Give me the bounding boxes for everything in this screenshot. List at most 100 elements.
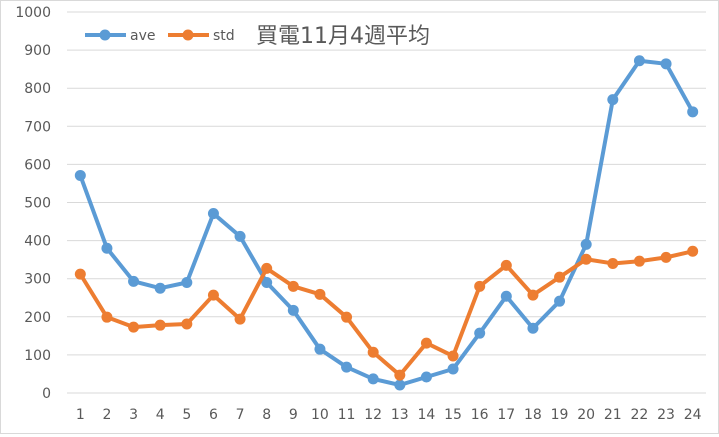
y-tick-label: 600 <box>24 157 51 173</box>
x-tick-label: 1 <box>76 407 85 423</box>
x-tick-label: 7 <box>236 407 245 423</box>
data-point-marker <box>474 280 486 292</box>
x-tick-label: 16 <box>471 407 489 423</box>
data-point-marker <box>367 373 379 385</box>
y-tick-label: 900 <box>24 43 51 59</box>
data-point-marker <box>154 319 166 331</box>
data-point-marker <box>154 282 166 294</box>
x-tick-label: 8 <box>262 407 271 423</box>
data-point-marker <box>74 169 86 181</box>
x-tick-label: 11 <box>338 407 356 423</box>
y-axis-labels: 0 100 200 300 400 500 600 700 800 900 1000 <box>15 5 51 402</box>
data-point-marker <box>314 288 326 300</box>
y-tick-label: 0 <box>42 386 51 402</box>
y-tick-label: 700 <box>24 119 51 135</box>
data-point-marker <box>687 245 699 257</box>
series-std <box>74 245 699 381</box>
data-point-marker <box>500 290 512 302</box>
data-point-marker <box>341 311 353 323</box>
data-point-marker <box>261 262 273 274</box>
legend-marker-icon <box>182 29 194 41</box>
data-point-marker <box>234 230 246 242</box>
x-tick-label: 18 <box>524 407 542 423</box>
chart-title: 買電11月4週平均 <box>256 24 430 49</box>
series-lines <box>74 55 699 391</box>
x-tick-label: 3 <box>129 407 138 423</box>
legend: ave std <box>85 28 235 44</box>
legend-marker-icon <box>99 29 111 41</box>
y-tick-label: 800 <box>24 81 51 97</box>
data-point-marker <box>660 58 672 70</box>
data-point-marker <box>660 251 672 263</box>
x-tick-label: 2 <box>102 407 111 423</box>
y-tick-label: 500 <box>24 196 51 212</box>
legend-label: ave <box>130 28 155 44</box>
data-point-marker <box>580 238 592 250</box>
data-point-marker <box>101 311 113 323</box>
data-point-marker <box>474 327 486 339</box>
x-tick-label: 20 <box>577 407 595 423</box>
y-tick-label: 300 <box>24 272 51 288</box>
x-tick-label: 4 <box>156 407 165 423</box>
data-point-marker <box>580 253 592 265</box>
data-point-marker <box>261 277 273 289</box>
data-point-marker <box>287 280 299 292</box>
x-tick-label: 14 <box>418 407 436 423</box>
legend-item-std: std <box>168 28 235 44</box>
legend-item-ave: ave <box>85 28 155 44</box>
data-point-marker <box>527 322 539 334</box>
x-tick-label: 9 <box>289 407 298 423</box>
x-tick-label: 21 <box>604 407 622 423</box>
data-point-marker <box>554 295 566 307</box>
gridlines <box>67 11 706 394</box>
x-axis-labels: 1 2 3 4 5 6 7 8 9 10 11 12 13 14 15 16 17 18 19 20 21 22 23 24 <box>76 407 702 423</box>
y-tick-label: 1000 <box>15 5 51 21</box>
x-tick-label: 12 <box>364 407 382 423</box>
data-point-marker <box>394 369 406 381</box>
data-point-marker <box>287 304 299 316</box>
x-tick-label: 19 <box>551 407 569 423</box>
data-point-marker <box>128 321 140 333</box>
x-tick-label: 6 <box>209 407 218 423</box>
x-tick-label: 23 <box>657 407 675 423</box>
data-point-marker <box>633 255 645 267</box>
data-point-marker <box>207 208 219 220</box>
data-point-marker <box>341 361 353 373</box>
data-point-marker <box>101 242 113 254</box>
data-point-marker <box>181 277 193 289</box>
series-ave <box>74 55 699 391</box>
x-tick-label: 22 <box>631 407 649 423</box>
legend-label: std <box>213 28 235 44</box>
data-point-marker <box>314 343 326 355</box>
data-point-marker <box>128 275 140 287</box>
data-point-marker <box>181 318 193 330</box>
series-line <box>78 58 695 387</box>
data-point-marker <box>207 289 219 301</box>
data-point-marker <box>234 313 246 325</box>
data-point-marker <box>74 268 86 280</box>
x-tick-label: 5 <box>182 407 191 423</box>
data-point-marker <box>607 257 619 269</box>
x-tick-label: 13 <box>391 407 409 423</box>
data-point-marker <box>554 271 566 283</box>
data-point-marker <box>527 289 539 301</box>
data-point-marker <box>420 371 432 383</box>
data-point-marker <box>394 379 406 391</box>
x-tick-label: 15 <box>444 407 462 423</box>
x-tick-label: 24 <box>684 407 702 423</box>
x-tick-label: 17 <box>497 407 515 423</box>
data-point-marker <box>447 350 459 362</box>
data-point-marker <box>633 55 645 67</box>
data-point-marker <box>500 259 512 271</box>
y-tick-label: 400 <box>24 234 51 250</box>
data-point-marker <box>367 346 379 358</box>
series-line <box>78 249 694 378</box>
x-tick-label: 10 <box>311 407 329 423</box>
y-tick-label: 200 <box>24 310 51 326</box>
data-point-marker <box>687 106 699 118</box>
data-point-marker <box>607 94 619 106</box>
y-tick-label: 100 <box>24 348 51 364</box>
data-point-marker <box>420 337 432 349</box>
